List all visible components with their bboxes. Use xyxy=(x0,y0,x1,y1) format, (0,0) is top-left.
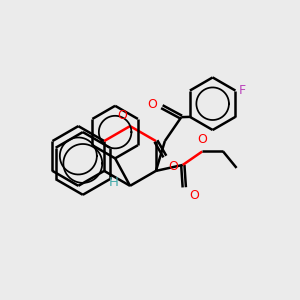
Text: O: O xyxy=(117,109,127,122)
Text: F: F xyxy=(239,84,246,97)
Text: O: O xyxy=(197,133,207,146)
Text: H: H xyxy=(109,176,118,189)
Text: O: O xyxy=(190,189,200,202)
Text: O: O xyxy=(148,98,158,111)
Text: O: O xyxy=(168,160,178,172)
